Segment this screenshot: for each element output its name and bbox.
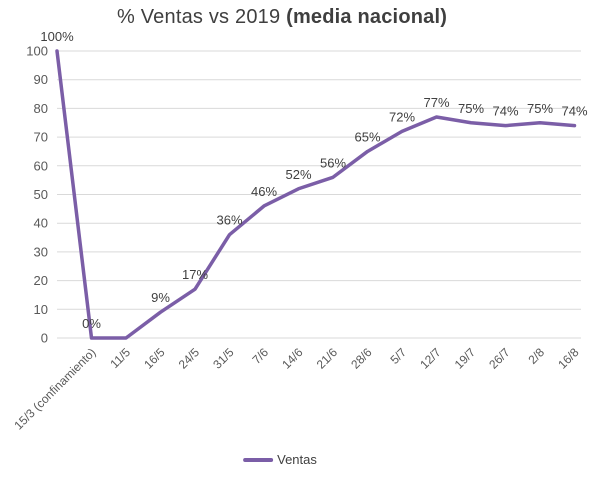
legend-line-swatch (243, 457, 274, 462)
x-tick-label: 16/5 (141, 345, 168, 372)
data-label: 75% (527, 101, 553, 116)
data-label: 72% (389, 109, 415, 124)
y-tick-label: 80 (34, 101, 48, 116)
data-label: 74% (492, 104, 518, 119)
data-label: 56% (320, 155, 346, 170)
y-tick-label: 30 (34, 244, 48, 259)
y-tick-label: 20 (34, 273, 48, 288)
chart-legend: Ventas (243, 452, 317, 467)
y-tick-label: 70 (34, 130, 48, 145)
x-tick-label: 26/7 (486, 345, 513, 372)
x-tick-label: 31/5 (210, 345, 237, 372)
data-label: 74% (561, 104, 587, 119)
x-tick-label: 28/6 (348, 345, 375, 372)
y-tick-label: 60 (34, 158, 48, 173)
x-tick-label: 11/5 (107, 345, 133, 371)
y-tick-label: 0 (41, 331, 48, 346)
data-label: 36% (216, 213, 242, 228)
chart-title-prefix: % Ventas vs 2019 (117, 6, 287, 28)
data-label: 65% (354, 129, 380, 144)
x-tick-label: 7/6 (249, 345, 271, 367)
data-label: 52% (285, 167, 311, 182)
y-tick-label: 10 (34, 302, 48, 317)
x-tick-label: 5/7 (387, 345, 409, 367)
data-label: 17% (182, 267, 208, 282)
data-label: 46% (251, 184, 277, 199)
x-tick-label: 15/3 (confinamiento) (11, 345, 98, 432)
x-tick-label: 16/8 (555, 345, 582, 372)
data-label: 0% (82, 316, 101, 331)
ventas-series-line (55, 49, 577, 340)
y-tick-label: 90 (34, 72, 48, 87)
y-tick-label: 50 (34, 187, 48, 202)
y-tick-label: 40 (34, 216, 48, 231)
x-tick-label: 21/6 (314, 345, 341, 372)
data-label: 77% (423, 95, 449, 110)
legend-series-label: Ventas (277, 452, 317, 467)
x-tick-label: 19/7 (452, 345, 479, 372)
x-tick-label: 2/8 (525, 345, 547, 367)
data-label: 100% (40, 29, 74, 44)
y-tick-label: 100 (26, 44, 48, 59)
data-label: 75% (458, 101, 484, 116)
data-label: 9% (151, 290, 170, 305)
x-tick-label: 24/5 (176, 345, 203, 372)
chart-title: % Ventas vs 2019 (media nacional) (117, 6, 447, 29)
x-tick-label: 14/6 (279, 345, 306, 372)
x-tick-label: 12/7 (417, 345, 444, 372)
chart-title-emphasis: (media nacional) (286, 6, 448, 28)
